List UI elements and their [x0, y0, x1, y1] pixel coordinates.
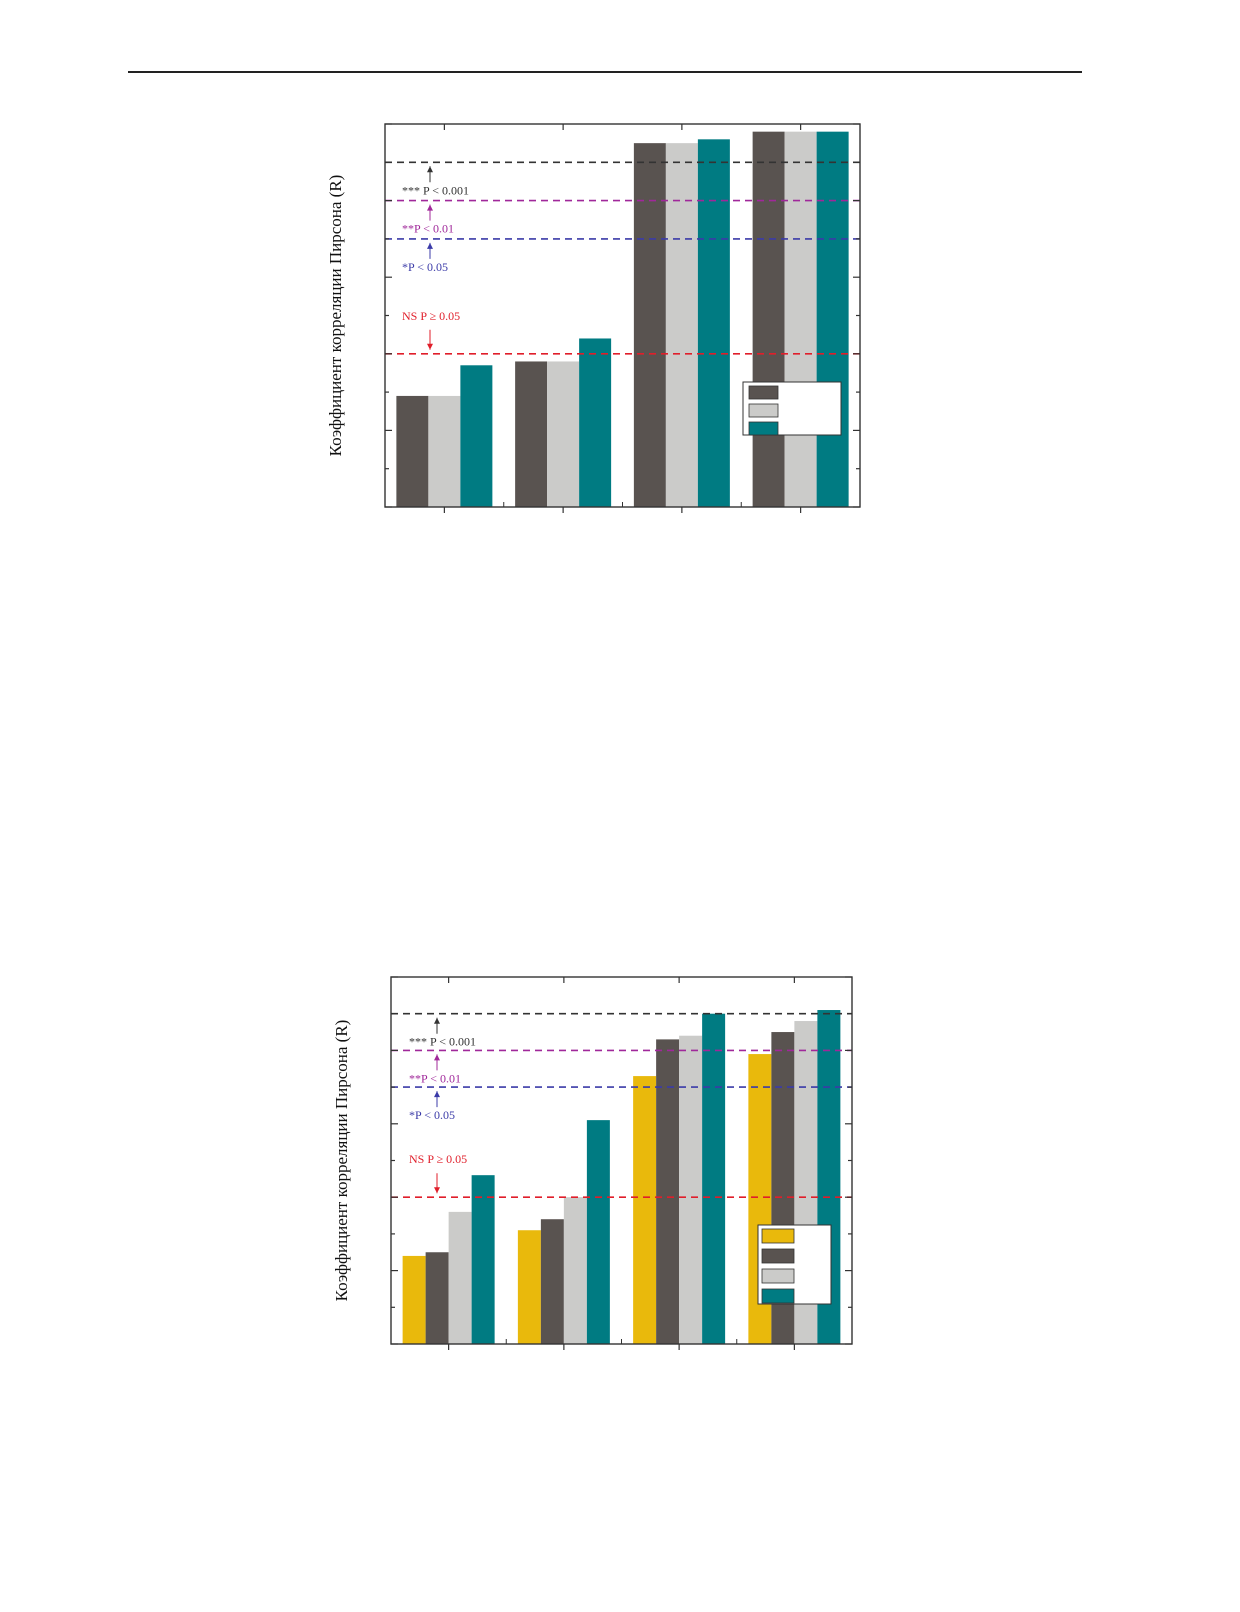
y-axis-label: Коэффициент корреляции Пирсона (R)	[332, 1020, 351, 1302]
threshold-label-2: **P < 0.01	[402, 222, 454, 236]
threshold-arrow-head-1	[427, 166, 433, 173]
bar-series-1-cat-2	[517, 1230, 541, 1344]
bar-series-1-cat-4	[752, 131, 785, 507]
bar-series-3-cat-4	[816, 131, 849, 507]
bar-series-2-cat-3	[665, 143, 698, 507]
legend-swatch-3	[761, 1268, 795, 1284]
bar-series-3-cat-1	[460, 365, 493, 507]
threshold-arrow-head-3	[434, 1091, 440, 1098]
bar-series-1-cat-2	[515, 361, 548, 507]
threshold-label-4: NS P ≥ 0.05	[402, 309, 460, 323]
page-top-rule	[128, 71, 1082, 73]
legend-swatch-4	[761, 1288, 795, 1304]
bar-series-4-cat-1	[471, 1175, 495, 1344]
legend-swatch-3	[748, 421, 779, 436]
legend-swatch-1	[761, 1228, 795, 1244]
legend-swatch-2	[761, 1248, 795, 1264]
bar-series-2-cat-3	[656, 1039, 680, 1344]
chart-2: *** P < 0.001 **P < 0.01 *P < 0.05 NS P ≥ 0…	[332, 976, 853, 1350]
threshold-label-3: *P < 0.05	[402, 260, 448, 274]
bar-series-1-cat-1	[396, 395, 429, 507]
threshold-label-1: *** P < 0.001	[409, 1035, 476, 1049]
bar-series-1-cat-1	[402, 1255, 426, 1344]
bar-series-4-cat-3	[702, 1013, 726, 1344]
bar-series-2-cat-1	[428, 395, 461, 507]
bar-series-3-cat-2	[563, 1197, 587, 1344]
bar-series-2-cat-4	[784, 131, 817, 507]
threshold-arrow-head-2	[427, 204, 433, 211]
threshold-arrow-head-2	[434, 1054, 440, 1061]
y-axis-label: Коэффициент корреляции Пирсона (R)	[326, 175, 345, 457]
legend-swatch-2	[748, 403, 779, 418]
threshold-arrow-head-3	[427, 242, 433, 249]
bar-series-1-cat-3	[633, 143, 666, 507]
threshold-label-3: *P < 0.05	[409, 1108, 455, 1122]
threshold-arrow-head-4	[427, 343, 433, 350]
bar-series-3-cat-3	[697, 139, 730, 507]
bar-series-2-cat-1	[425, 1252, 449, 1344]
threshold-arrow-head-4	[434, 1187, 440, 1194]
bar-series-4-cat-2	[586, 1120, 610, 1344]
bar-series-1-cat-3	[633, 1076, 657, 1344]
chart-1: *** P < 0.001 **P < 0.01 *P < 0.05 NS P ≥ 0…	[326, 123, 861, 513]
threshold-label-1: *** P < 0.001	[402, 183, 469, 197]
bar-series-3-cat-3	[679, 1035, 703, 1344]
bar-series-3-cat-2	[579, 338, 612, 507]
threshold-label-2: **P < 0.01	[409, 1071, 461, 1085]
bar-series-2-cat-2	[547, 361, 580, 507]
threshold-label-4: NS P ≥ 0.05	[409, 1152, 467, 1166]
bar-series-2-cat-2	[540, 1219, 564, 1344]
bar-series-3-cat-1	[448, 1211, 472, 1344]
threshold-arrow-head-1	[434, 1017, 440, 1024]
legend-swatch-1	[748, 385, 779, 400]
